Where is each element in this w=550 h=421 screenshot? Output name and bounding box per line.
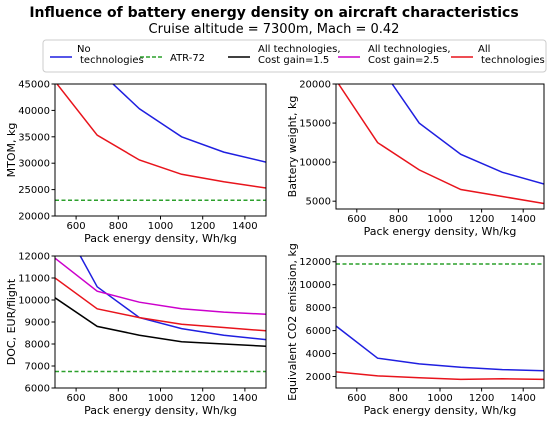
y-tick-label: 7000: [25, 362, 50, 373]
x-tick-label: 1200: [190, 393, 215, 404]
x-tick-label: 800: [389, 214, 408, 225]
x-tick-label: 1400: [232, 393, 257, 404]
plot-frame: [335, 83, 545, 210]
x-tick-label: 1400: [510, 393, 535, 404]
y-tick-label: 12000: [299, 257, 331, 268]
series-line-all-technologies: [56, 84, 266, 189]
legend-label-4-1: technologies: [481, 55, 545, 66]
plot-frame: [54, 83, 267, 217]
y-tick-label: 12000: [18, 252, 50, 263]
x-tick-label: 1200: [469, 393, 494, 404]
series-line-all-technologies-cost-gain-2-5: [55, 257, 266, 316]
series-line-no-technologies: [391, 84, 544, 185]
x-tick-label: 800: [109, 221, 128, 232]
chart-panel-1: 600 800 1000 1200 1400 20000 25000 30000 35000 40…: [5, 80, 267, 245]
x-axis-label: Pack energy density, Wh/kg: [84, 404, 237, 417]
y-tick-label: 20000: [18, 212, 50, 223]
x-tick-label: 800: [389, 393, 408, 404]
y-tick-label: 11000: [18, 274, 50, 285]
y-tick-label: 10000: [299, 280, 331, 291]
y-tick-label: 4000: [306, 349, 331, 360]
legend-frame: [42, 39, 547, 73]
legend-label-1-0: ATR-72: [170, 53, 205, 64]
x-tick-label: 1400: [232, 221, 257, 232]
x-tick-label: 1000: [427, 214, 452, 225]
y-tick-label: 6000: [25, 384, 50, 395]
figure-subtitle: Cruise altitude = 7300m, Mach = 0.42: [149, 22, 400, 37]
x-tick-label: 1400: [510, 214, 535, 225]
y-tick-label: 45000: [18, 80, 50, 91]
x-tick-label: 1200: [469, 214, 494, 225]
series-line-all-technologies: [55, 277, 266, 332]
legend-label-3-0: All technologies,: [368, 44, 451, 55]
y-tick-label: 2000: [306, 372, 331, 383]
y-tick-label: 8000: [306, 303, 331, 314]
y-tick-label: 6000: [306, 326, 331, 337]
y-axis-label: Equivalent CO2 emission, kg: [286, 243, 299, 401]
series-line-no-technologies: [112, 84, 266, 163]
y-tick-label: 9000: [25, 318, 50, 329]
series-line-all-technologies: [336, 371, 544, 381]
y-tick-label: 25000: [18, 185, 50, 196]
figure-title: Influence of battery energy density on a…: [29, 5, 518, 21]
chart-panel-4: 600 800 1000 1200 1400 2000 4000 6000 8000 10000 1…: [286, 243, 545, 417]
x-tick-label: 1000: [148, 393, 173, 404]
x-tick-label: 600: [67, 393, 86, 404]
x-tick-label: 600: [67, 221, 86, 232]
series-line-no-technologies: [336, 325, 544, 372]
legend-label-2-1: Cost gain=1.5: [258, 55, 329, 66]
legend-label-3-1: Cost gain=2.5: [368, 55, 439, 66]
y-axis-label: MTOM, kg: [5, 123, 18, 178]
x-axis-label: Pack energy density, Wh/kg: [364, 404, 517, 417]
y-tick-label: 40000: [18, 106, 50, 117]
x-tick-label: 1000: [427, 393, 452, 404]
y-tick-label: 15000: [299, 119, 331, 130]
legend-label-2-0: All technologies,: [258, 44, 341, 55]
series-line-no-technologies: [79, 256, 266, 341]
plot-frame: [335, 255, 545, 389]
y-tick-label: 10000: [299, 158, 331, 169]
legend-label-0-0: No: [77, 44, 91, 55]
y-tick-label: 20000: [299, 80, 331, 91]
chart-panel-2: 600 800 1000 1200 1400 5000 10000 15000 20000 Pac…: [286, 80, 545, 238]
x-tick-label: 1000: [148, 221, 173, 232]
y-tick-label: 10000: [18, 296, 50, 307]
y-axis-label: DOC, EUR/flight: [5, 278, 18, 365]
y-tick-label: 35000: [18, 132, 50, 143]
legend-label-4-0: All: [478, 44, 490, 55]
series-line-all-technologies-cost-gain-1-5: [55, 297, 266, 347]
y-tick-label: 8000: [25, 340, 50, 351]
series-line-all-technologies: [337, 84, 544, 205]
chart-panel-3: 600 800 1000 1200 1400 6000 7000 8000 9000 10000 1…: [5, 252, 267, 417]
x-tick-label: 600: [347, 393, 366, 404]
y-tick-label: 5000: [306, 197, 331, 208]
x-tick-label: 1200: [190, 221, 215, 232]
plot-frame: [54, 255, 267, 389]
x-axis-label: Pack energy density, Wh/kg: [364, 225, 517, 238]
y-tick-label: 30000: [18, 159, 50, 170]
x-tick-label: 800: [109, 393, 128, 404]
x-tick-label: 600: [347, 214, 366, 225]
x-axis-label: Pack energy density, Wh/kg: [84, 232, 237, 245]
chart-panels: 600 800 1000 1200 1400 20000 25000 30000 35000 40…: [5, 80, 545, 417]
y-axis-label: Battery weight, kg: [286, 96, 299, 198]
legend-label-0-1: technologies: [80, 55, 144, 66]
